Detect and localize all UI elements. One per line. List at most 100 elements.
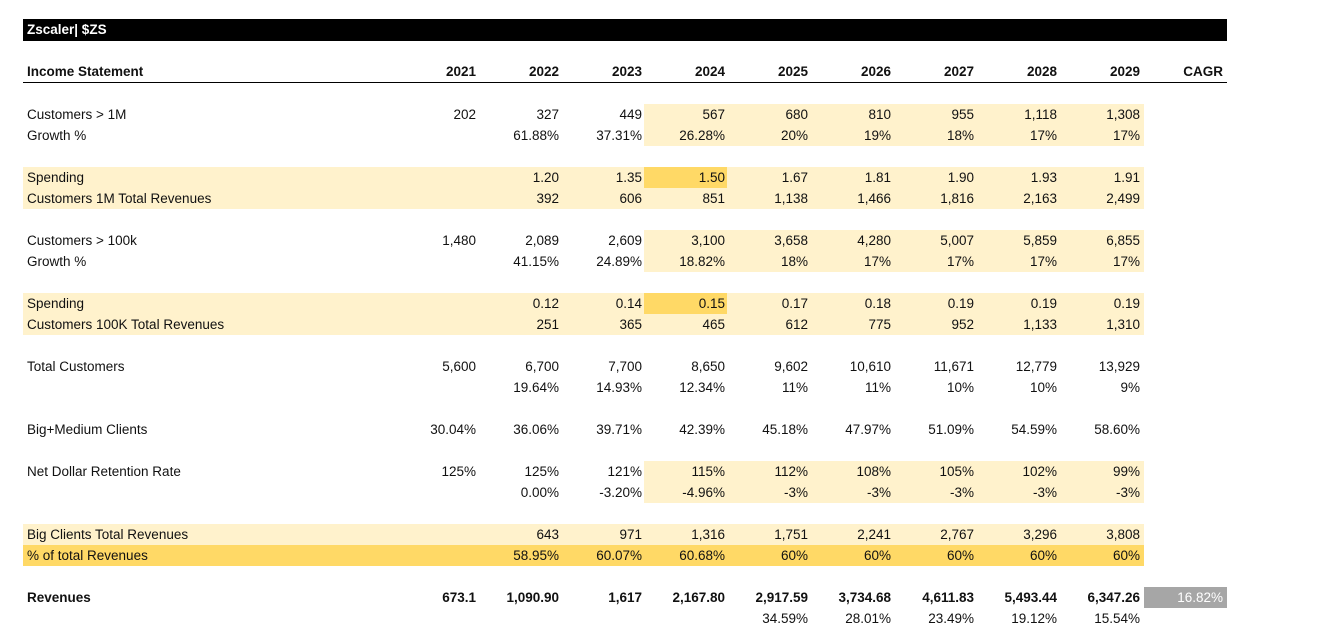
cell-2025: 1,138 [774,191,808,206]
cell-2024: 115% [691,464,725,479]
cell-2023: 121% [607,464,642,479]
cell-2022: 2,089 [525,233,559,248]
table-row: 0.00% -3.20% -4.96% -3% -3% -3% -3% -3% [23,482,1227,503]
cell-2027: 10% [946,380,974,395]
cell-2026: 11% [864,380,891,395]
cell-2029: 1,310 [1106,317,1140,332]
cell-2026: 47.97% [845,422,891,437]
cell-2026: 17% [863,254,891,269]
cell-2022: 1.20 [532,170,559,185]
cell-2028: 19.12% [1011,611,1057,626]
table-row: Spending 1.20 1.35 1.50 1.67 1.81 1.90 1.93 1.91 [23,167,1227,188]
cell-2024: 567 [702,107,725,122]
cell-2022: 0.12 [532,296,559,311]
cell-2023: 0.14 [615,296,642,311]
row-label: Net Dollar Retention Rate [27,464,181,479]
row-label: Spending [27,170,85,185]
cell-2028: 1,133 [1023,317,1057,332]
cell-2025: 60% [780,548,808,563]
revenues-cagr: 16.82% [1144,587,1227,608]
cell-2027: 23.49% [928,611,974,626]
cell-2028: 10% [1029,380,1057,395]
highlight-forecast-100k [644,230,1144,272]
table-row: Spending 0.12 0.14 0.15 0.17 0.18 0.19 0.19 0.19 [23,293,1227,314]
cell-2028: 2,163 [1023,191,1057,206]
cell-2021: 673.1 [442,590,476,605]
cell-2022: 36.06% [513,422,559,437]
cell-2023: 24.89% [596,254,642,269]
cell-2026: 10,610 [849,359,891,374]
cell-2028: 12,779 [1015,359,1057,374]
row-label: Big Clients Total Revenues [27,527,189,542]
cell-2022: 392 [536,191,559,206]
cell-2023: 39.71% [596,422,642,437]
table-row: 34.59% 28.01% 23.49% 19.12% 15.54% [23,608,1227,629]
cell-2028: 1,118 [1024,107,1057,122]
header-row: Income Statement 2021 2022 2023 2024 202… [23,61,1227,82]
cell-2024: 12.34% [679,380,725,395]
cell-2029: 15.54% [1094,611,1140,626]
table-row: Customers 1M Total Revenues 392 606 851 1,13… [23,188,1227,209]
row-label: % of total Revenues [27,548,148,563]
year-2027: 2027 [943,64,974,79]
highlight-spending-1m [23,167,1144,209]
cell-2022: 0.00% [520,485,559,500]
cagr-header: CAGR [1183,64,1223,79]
row-label: Growth % [27,254,87,269]
row-label: Revenues [27,590,91,605]
cell-2025: 34.59% [762,611,808,626]
cell-2021: 5,600 [442,359,476,374]
cell-2021: 30.04% [430,422,476,437]
table-row: Customers 100K Total Revenues 251 365 465 61… [23,314,1227,335]
highlight-pct-total [23,545,1144,566]
header-label: Income Statement [27,64,144,79]
cell-2025: 1,751 [774,527,808,542]
cell-2028: 17% [1029,128,1057,143]
cell-2026: -3% [866,485,891,500]
cell-2026: 1.81 [864,170,891,185]
cell-2028: 102% [1022,464,1057,479]
table-row: % of total Revenues 58.95% 60.07% 60.68% 60%… [23,545,1227,566]
cell-2021: 1,480 [442,233,476,248]
cell-2027: 11,671 [933,359,974,374]
cell-2029: 9% [1120,380,1140,395]
row-label: Customers 100K Total Revenues [27,317,225,332]
cell-2026: 775 [868,317,891,332]
highlight-spending-100k-2024 [644,293,727,314]
year-2029: 2029 [1109,64,1140,79]
cell-2028: 0.19 [1030,296,1057,311]
cell-2029: 17% [1112,128,1140,143]
cell-2026: 108% [856,464,891,479]
cell-2023: 971 [619,527,642,542]
cell-2029: 58.60% [1094,422,1140,437]
table-row: Growth % 61.88% 37.31% 26.28% 20% 19% 18% 17% 17… [23,125,1227,146]
cell-2027: 60% [946,548,974,563]
header-divider [23,82,1227,83]
row-label: Customers > 1M [27,107,127,122]
cell-2024: 60.68% [679,548,725,563]
table-row: Net Dollar Retention Rate 125% 125% 121% 115… [23,461,1227,482]
cell-2027: 955 [951,107,974,122]
cell-2023: 14.93% [596,380,642,395]
cell-2025: 1.67 [781,170,808,185]
cell-2024: 8,650 [691,359,725,374]
cell-2029: 1,308 [1106,107,1140,122]
cell-2029: 2,499 [1106,191,1140,206]
row-label: Customers > 100k [27,233,137,248]
cell-2027: 105% [939,464,974,479]
cell-2027: 51.09% [928,422,974,437]
cell-2025: 18% [780,254,808,269]
cell-2022: 41.15% [513,254,559,269]
cell-2029: 17% [1112,254,1140,269]
cell-2022: 6,700 [525,359,559,374]
cell-2027: 2,767 [940,527,974,542]
highlight-spending-100k [23,293,1144,335]
cell-2023: 365 [619,317,642,332]
cell-2026: 2,241 [857,527,891,542]
cell-2029: 6,855 [1106,233,1140,248]
cell-2027: 1,816 [940,191,974,206]
cell-2027: 5,007 [940,233,974,248]
cell-2028: 1.93 [1030,170,1057,185]
sheet-title: Zscaler| $ZS [23,19,1227,41]
cell-2027: 18% [946,128,974,143]
